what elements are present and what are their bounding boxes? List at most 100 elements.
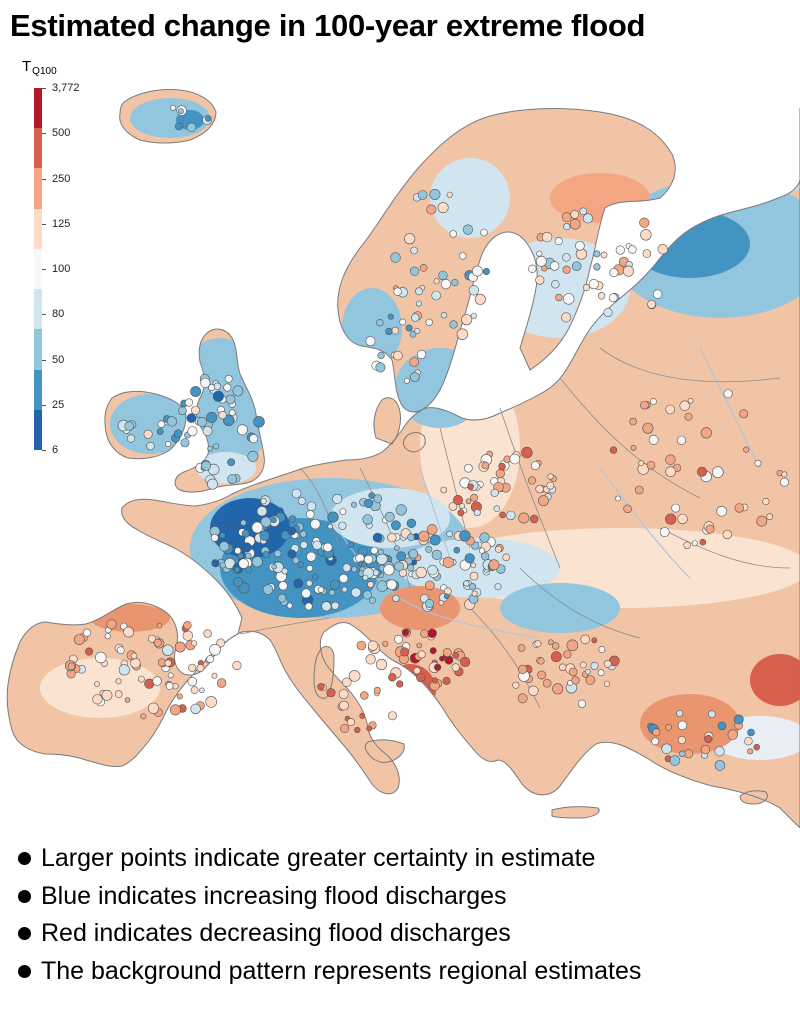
- station-point: [190, 703, 201, 715]
- station-point: [696, 466, 707, 477]
- station-point: [518, 512, 530, 524]
- legend-label: 100: [52, 263, 71, 275]
- station-point: [186, 122, 197, 133]
- station-point: [537, 670, 547, 680]
- station-point: [640, 229, 652, 241]
- station-point: [342, 563, 352, 573]
- border-line: [519, 567, 641, 639]
- station-point: [390, 520, 401, 531]
- station-point: [512, 681, 520, 689]
- station-point: [754, 459, 762, 467]
- station-point: [384, 511, 395, 522]
- station-point: [190, 686, 199, 694]
- station-point: [659, 527, 670, 537]
- station-point: [509, 453, 521, 465]
- station-point: [468, 583, 477, 591]
- station-point: [187, 676, 198, 687]
- station-point: [401, 628, 410, 636]
- note-text: Blue indicates increasing flood discharg…: [41, 881, 507, 910]
- station-point: [114, 690, 123, 698]
- station-point: [756, 515, 768, 527]
- station-point: [399, 318, 407, 326]
- station-point: [205, 115, 212, 122]
- station-point: [429, 534, 441, 546]
- station-point: [762, 497, 770, 506]
- station-point: [562, 265, 571, 274]
- station-point: [124, 421, 134, 431]
- station-point: [665, 513, 677, 525]
- station-point: [216, 638, 226, 648]
- station-point: [665, 404, 676, 415]
- station-point: [376, 319, 384, 327]
- station-point: [481, 552, 490, 561]
- station-point: [603, 680, 611, 687]
- station-point: [459, 252, 467, 260]
- station-point: [481, 461, 490, 470]
- station-point: [529, 514, 539, 524]
- river-line: [599, 467, 691, 579]
- note-text: The background pattern represents region…: [41, 956, 642, 985]
- station-point: [274, 549, 282, 558]
- station-point: [130, 652, 138, 660]
- legend-tick: [42, 88, 46, 89]
- station-point: [394, 561, 404, 572]
- station-point: [262, 584, 274, 595]
- coastline-path: [364, 739, 405, 763]
- station-point: [312, 540, 322, 550]
- station-point: [327, 523, 334, 530]
- station-point: [517, 693, 528, 704]
- station-point: [473, 508, 481, 516]
- station-point: [375, 658, 388, 671]
- station-point: [167, 672, 174, 679]
- station-point: [186, 413, 197, 423]
- station-point: [469, 571, 479, 581]
- station-point: [368, 640, 379, 651]
- station-point: [570, 210, 580, 219]
- station-point: [362, 574, 369, 581]
- station-point: [700, 427, 712, 439]
- bullet-icon: [18, 852, 31, 866]
- station-point: [451, 663, 460, 672]
- station-point: [566, 639, 579, 652]
- station-point: [600, 251, 608, 259]
- station-point: [174, 641, 186, 653]
- station-point: [431, 290, 442, 301]
- station-point: [169, 704, 181, 716]
- station-point: [67, 662, 76, 671]
- station-point: [165, 440, 172, 447]
- station-point: [299, 540, 308, 549]
- station-point: [781, 471, 788, 478]
- station-point: [393, 350, 403, 361]
- station-point: [494, 583, 502, 591]
- coastline-path: [337, 108, 676, 413]
- station-point: [339, 573, 349, 584]
- legend-subscript: Q100: [32, 66, 57, 77]
- station-point: [196, 416, 207, 427]
- station-point: [408, 548, 419, 559]
- legend-label: 50: [52, 353, 65, 366]
- station-point: [561, 212, 572, 223]
- station-point: [646, 460, 656, 470]
- station-point: [236, 424, 248, 436]
- station-point: [166, 416, 177, 427]
- station-point: [118, 664, 130, 676]
- station-point: [437, 202, 449, 214]
- station-point: [407, 533, 415, 542]
- station-point: [156, 428, 164, 435]
- station-point: [622, 265, 634, 277]
- station-point: [562, 293, 575, 305]
- station-point: [442, 647, 452, 657]
- station-point: [203, 629, 212, 638]
- station-point: [260, 516, 272, 528]
- station-point: [506, 510, 516, 521]
- station-point: [183, 621, 192, 630]
- station-point: [463, 580, 470, 587]
- station-point: [140, 713, 147, 720]
- station-point: [410, 246, 418, 255]
- station-point: [351, 566, 358, 573]
- station-point: [743, 446, 750, 453]
- station-point: [323, 542, 333, 553]
- station-point: [126, 434, 136, 443]
- coastline-path: [313, 645, 335, 699]
- station-point: [361, 561, 368, 568]
